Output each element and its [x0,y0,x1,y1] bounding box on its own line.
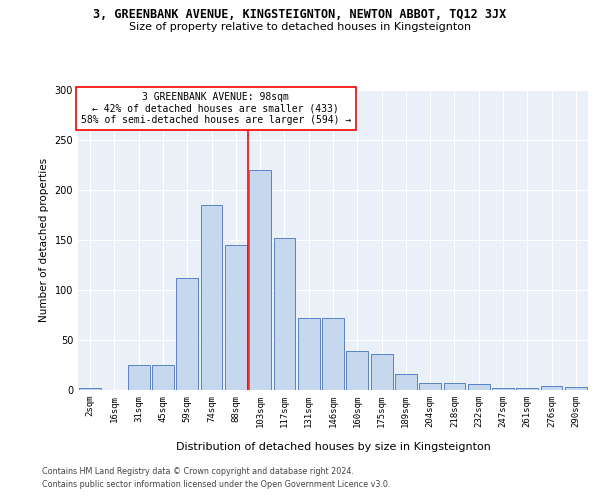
Text: 3, GREENBANK AVENUE, KINGSTEIGNTON, NEWTON ABBOT, TQ12 3JX: 3, GREENBANK AVENUE, KINGSTEIGNTON, NEWT… [94,8,506,20]
Bar [249,170,271,390]
Bar [468,384,490,390]
Bar [152,365,174,390]
Text: Distribution of detached houses by size in Kingsteignton: Distribution of detached houses by size … [176,442,490,452]
Bar [79,388,101,390]
Bar [395,374,417,390]
Bar [200,205,223,390]
Bar [419,383,441,390]
Bar [128,365,149,390]
Bar [492,388,514,390]
Bar [517,388,538,390]
Text: Contains public sector information licensed under the Open Government Licence v3: Contains public sector information licen… [42,480,391,489]
Text: Contains HM Land Registry data © Crown copyright and database right 2024.: Contains HM Land Registry data © Crown c… [42,467,354,476]
Bar [322,318,344,390]
Y-axis label: Number of detached properties: Number of detached properties [39,158,49,322]
Bar [176,278,198,390]
Bar [346,351,368,390]
Bar [225,245,247,390]
Text: 3 GREENBANK AVENUE: 98sqm
← 42% of detached houses are smaller (433)
58% of semi: 3 GREENBANK AVENUE: 98sqm ← 42% of detac… [80,92,351,124]
Bar [371,354,392,390]
Bar [443,383,466,390]
Text: Size of property relative to detached houses in Kingsteignton: Size of property relative to detached ho… [129,22,471,32]
Bar [298,318,320,390]
Bar [541,386,562,390]
Bar [274,238,295,390]
Bar [565,387,587,390]
